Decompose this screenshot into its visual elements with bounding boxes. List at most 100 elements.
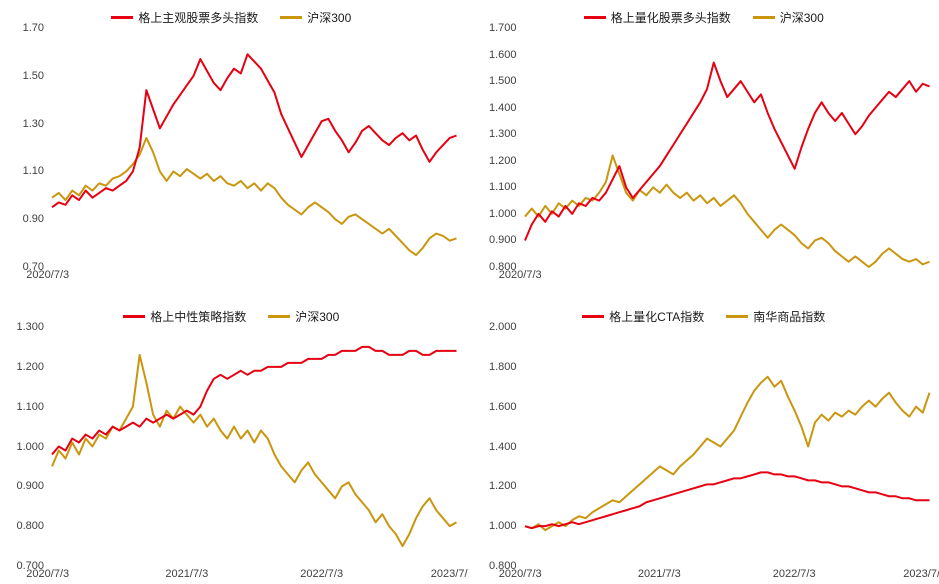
- series-line: [52, 138, 457, 255]
- y-tick-label: 0.90: [22, 213, 44, 226]
- y-tick-label: 0.700: [16, 560, 44, 572]
- legend-label: 格上量化CTA指数: [609, 309, 705, 324]
- y-tick-label: 2.000: [488, 321, 517, 333]
- legend-label: 格上量化股票多头指数: [610, 10, 731, 25]
- plot-area: [52, 327, 457, 566]
- legend-item: 格上主观股票多头指数: [111, 9, 258, 26]
- red-line-swatch-icon: [582, 314, 605, 318]
- legend-label: 沪深300: [307, 10, 352, 25]
- x-tick-label: 2020/7/3: [26, 568, 70, 580]
- red-line-swatch-icon: [123, 314, 146, 318]
- x-tick-label: 2020/7/3: [498, 269, 542, 281]
- y-tick-label: 1.100: [488, 181, 517, 194]
- y-tick-label: 1.200: [16, 360, 44, 373]
- y-tick-label: 1.700: [488, 22, 517, 34]
- x-tick-label: 2022/7/3: [300, 568, 344, 580]
- gold-line-swatch-icon: [268, 314, 291, 318]
- chart-panel-market-neutral: 格上中性策略指数 沪深300 1.300 1.200 1.100 1.000 0.900…: [6, 305, 467, 582]
- line-chart: [52, 28, 457, 267]
- legend-item: 沪深300: [280, 9, 351, 26]
- chart-legend: 格上量化CTA指数 南华商品指数: [479, 305, 930, 327]
- y-tick-label: 1.50: [22, 69, 44, 82]
- gold-line-swatch-icon: [280, 15, 303, 19]
- plot-row: 1.300 1.200 1.100 1.000 0.900 0.800 0.700: [6, 321, 457, 572]
- x-tick-label: 2021/7/3: [165, 568, 209, 580]
- legend-item: 南华商品指数: [726, 308, 825, 325]
- y-tick-label: 1.000: [488, 207, 517, 220]
- x-tick-label: 2023/7/: [903, 568, 939, 580]
- series-line: [525, 155, 930, 267]
- y-axis: 2.000 1.800 1.600 1.400 1.200 1.000 0.800: [479, 321, 525, 572]
- y-tick-label: 0.900: [488, 234, 517, 247]
- chart-legend: 格上中性策略指数 沪深300: [6, 305, 457, 327]
- y-tick-label: 1.600: [488, 48, 517, 61]
- x-tick-label: 2021/7/3: [637, 568, 681, 580]
- legend-item: 格上量化股票多头指数: [583, 9, 731, 26]
- plot-row: 2.000 1.800 1.600 1.400 1.200 1.000 0.800: [479, 321, 930, 572]
- y-tick-label: 1.200: [488, 480, 517, 493]
- y-tick-label: 1.000: [488, 520, 517, 533]
- chart-legend: 格上主观股票多头指数 沪深300: [6, 6, 457, 28]
- legend-label: 格上主观股票多头指数: [138, 10, 259, 25]
- x-tick-label: 2023/7/: [430, 568, 468, 580]
- chart-panel-quant-equity: 格上量化股票多头指数 沪深300 1.700 1.600 1.500 1.400 1.3…: [479, 6, 930, 283]
- series-line: [52, 347, 457, 455]
- y-tick-label: 1.100: [16, 400, 44, 413]
- legend-label: 格上中性策略指数: [150, 309, 247, 324]
- y-tick-label: 0.800: [488, 261, 517, 273]
- legend-item: 格上中性策略指数: [123, 308, 246, 325]
- y-tick-label: 1.30: [22, 117, 44, 130]
- y-tick-label: 1.400: [488, 440, 517, 453]
- plot-row: 1.70 1.50 1.30 1.10 0.90 0.70: [6, 22, 457, 273]
- y-tick-label: 0.900: [16, 480, 44, 493]
- y-tick-label: 1.300: [16, 321, 44, 333]
- y-axis: 1.70 1.50 1.30 1.10 0.90 0.70: [6, 22, 52, 273]
- line-chart: [525, 28, 930, 267]
- y-tick-label: 0.800: [16, 520, 44, 533]
- series-line: [52, 355, 457, 546]
- y-tick-label: 1.600: [488, 400, 517, 413]
- x-axis: 2020/7/3: [26, 267, 457, 283]
- chart-panel-subjective-equity: 格上主观股票多头指数 沪深300 1.70 1.50 1.30 1.10 0.90 0.7…: [6, 6, 457, 283]
- plot-row: 1.700 1.600 1.500 1.400 1.300 1.200 1.100 1.000…: [479, 22, 930, 273]
- gold-line-swatch-icon: [726, 314, 749, 318]
- x-axis: 2020/7/3 2021/7/3 2022/7/3 2023/7/: [26, 566, 467, 582]
- y-tick-label: 1.400: [488, 101, 517, 114]
- legend-item: 沪深300: [268, 308, 339, 325]
- y-tick-label: 0.70: [22, 261, 44, 273]
- series-line: [525, 377, 930, 530]
- x-axis: 2020/7/3 2021/7/3 2022/7/3 2023/7/: [499, 566, 939, 582]
- y-tick-label: 1.200: [488, 154, 517, 167]
- legend-label: 南华商品指数: [753, 309, 826, 324]
- gold-line-swatch-icon: [752, 15, 775, 19]
- y-tick-label: 1.800: [488, 360, 517, 373]
- legend-label: 沪深300: [295, 309, 340, 324]
- y-tick-label: 0.800: [488, 560, 517, 572]
- red-line-swatch-icon: [583, 15, 606, 19]
- x-axis: 2020/7/3: [499, 267, 930, 283]
- plot-area: [525, 28, 930, 267]
- legend-item: 格上量化CTA指数: [582, 308, 704, 325]
- chart-legend: 格上量化股票多头指数 沪深300: [479, 6, 930, 28]
- series-line: [525, 472, 930, 528]
- y-tick-label: 1.500: [488, 75, 517, 88]
- series-line: [52, 54, 457, 207]
- y-tick-label: 1.70: [22, 22, 44, 34]
- series-line: [525, 63, 930, 241]
- y-tick-label: 1.000: [16, 440, 44, 453]
- line-chart: [52, 327, 457, 566]
- x-tick-label: 2020/7/3: [498, 568, 542, 580]
- chart-panel-cta: 格上量化CTA指数 南华商品指数 2.000 1.800 1.600 1.400 1.2…: [479, 305, 939, 582]
- legend-item: 沪深300: [752, 9, 824, 26]
- y-tick-label: 1.300: [488, 128, 517, 141]
- y-tick-label: 1.10: [22, 165, 44, 178]
- plot-area: [525, 327, 930, 566]
- red-line-swatch-icon: [111, 15, 134, 19]
- legend-label: 沪深300: [779, 10, 824, 25]
- x-tick-label: 2022/7/3: [772, 568, 816, 580]
- line-chart: [525, 327, 930, 566]
- y-axis: 1.700 1.600 1.500 1.400 1.300 1.200 1.100 1.000…: [479, 22, 525, 273]
- plot-area: [52, 28, 457, 267]
- x-tick-label: 2020/7/3: [26, 269, 70, 281]
